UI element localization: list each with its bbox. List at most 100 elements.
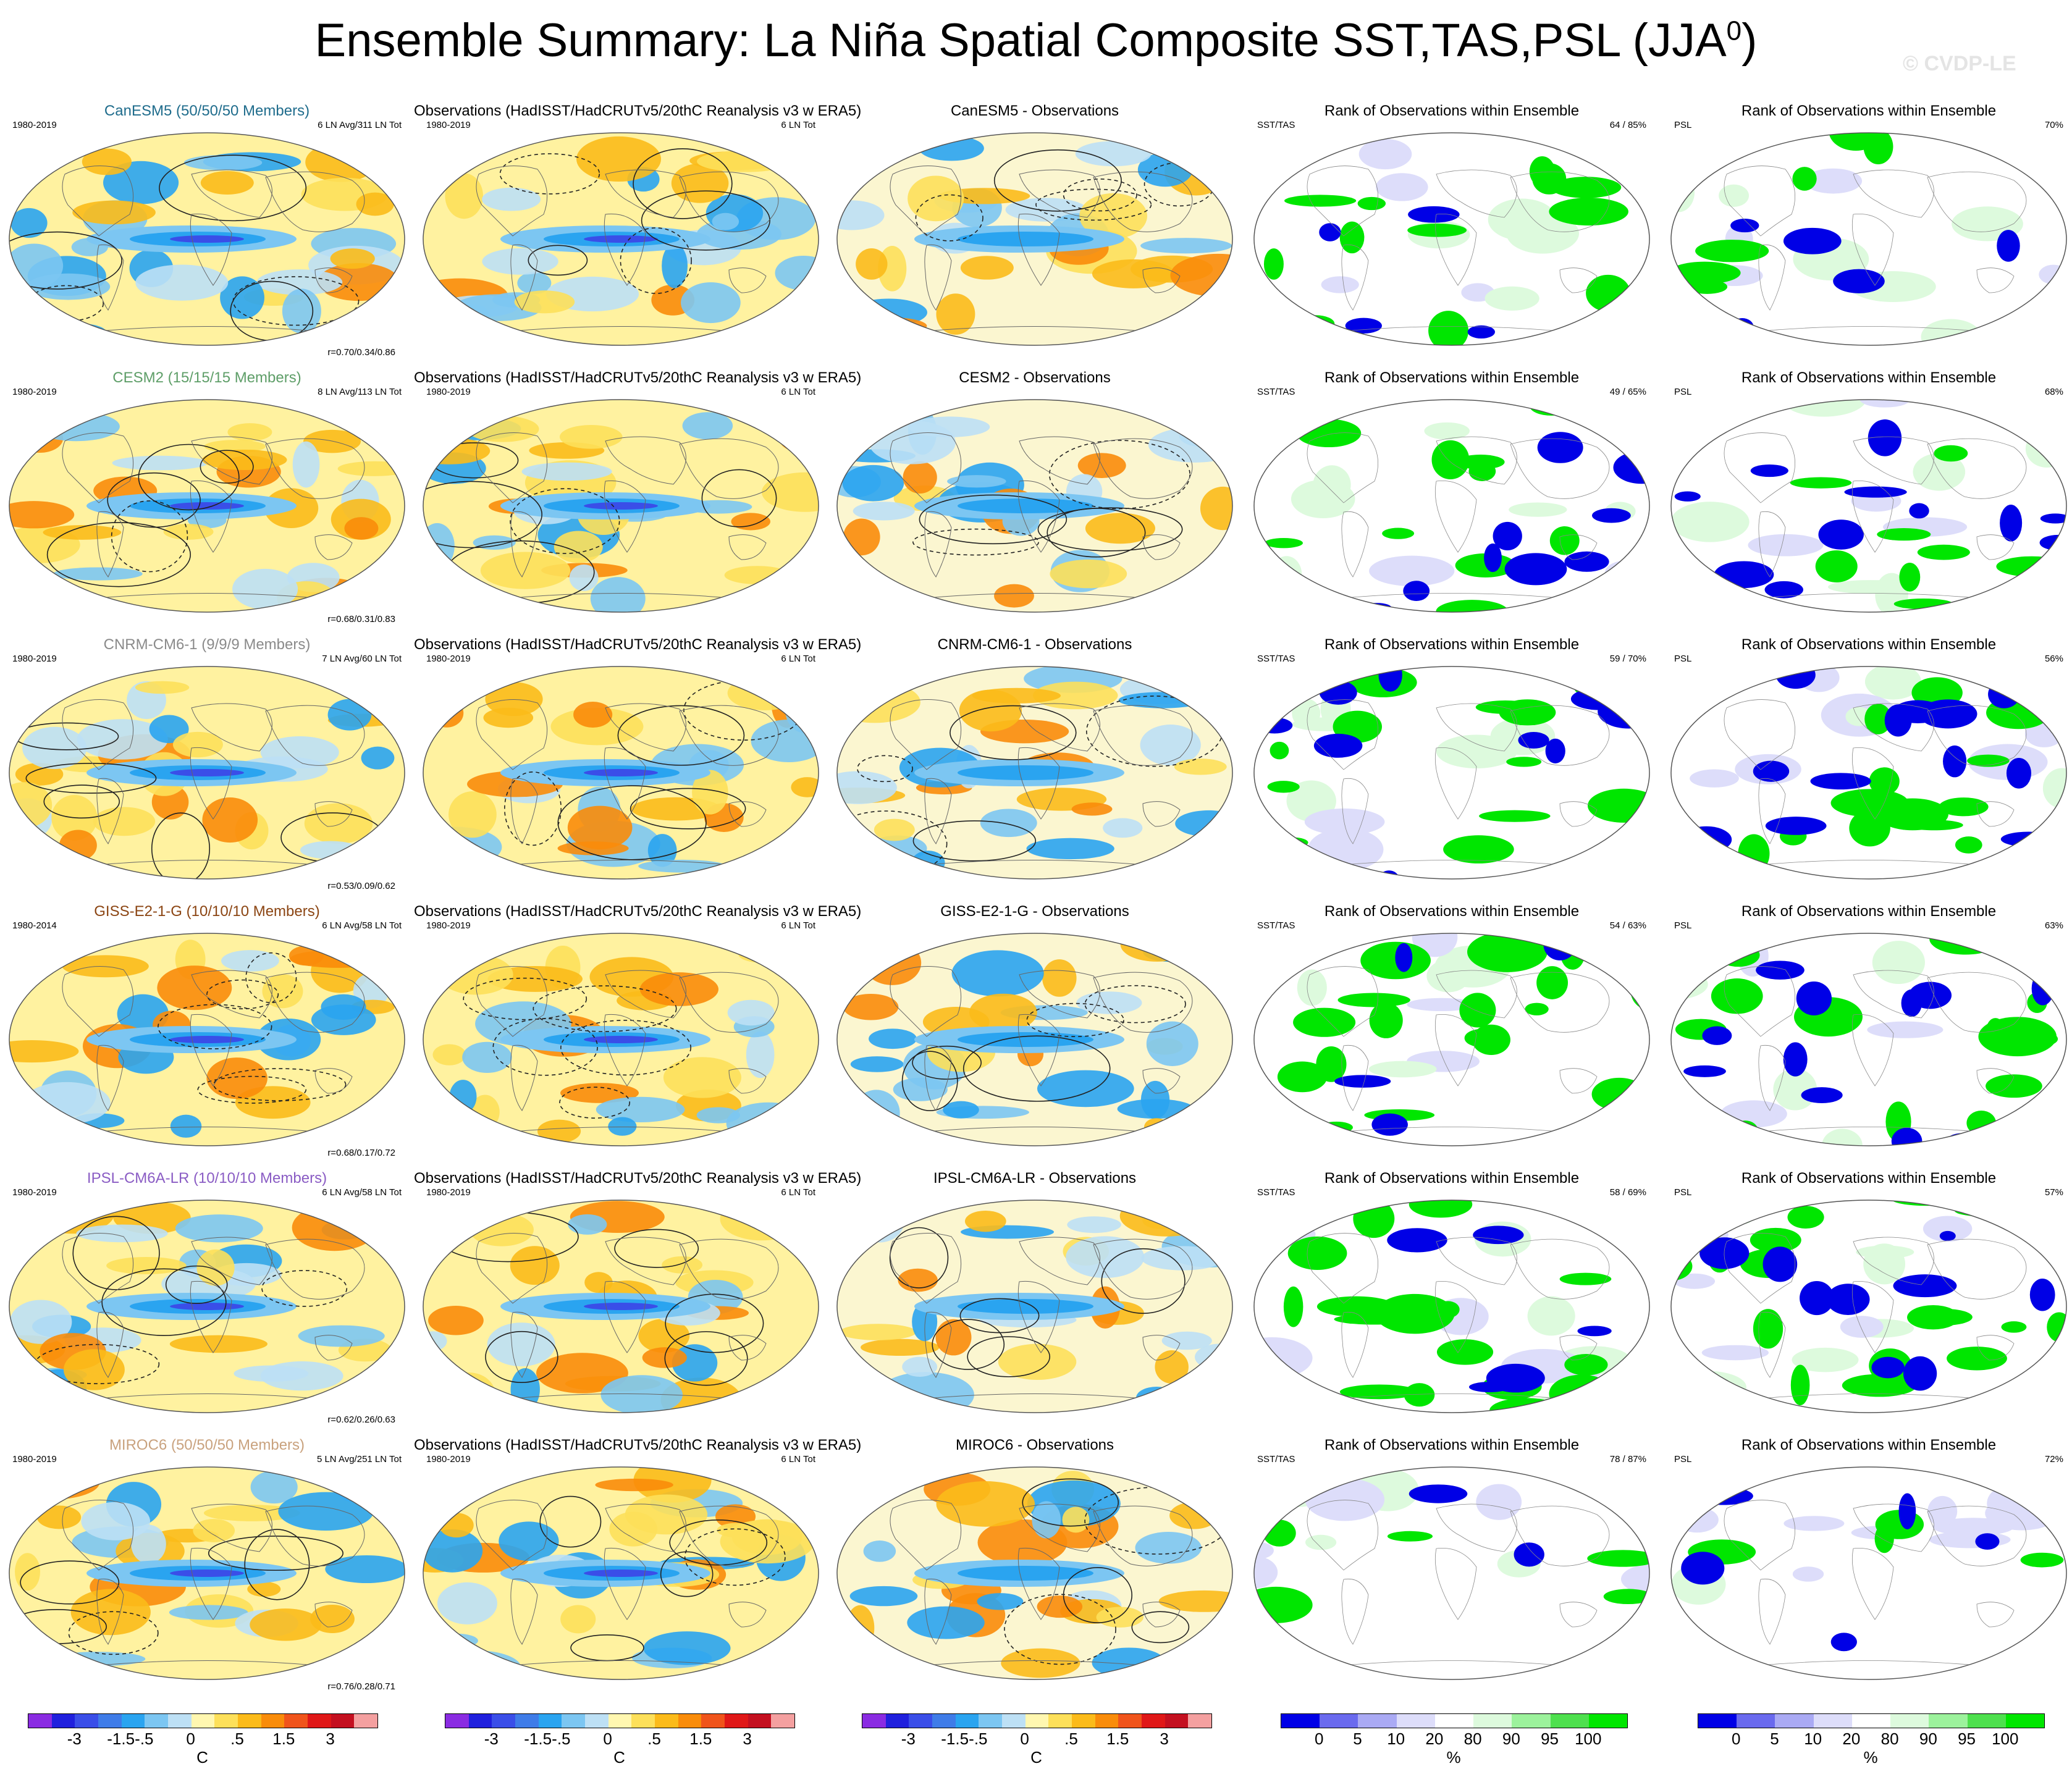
count-label: 6 LN Tot [781,387,815,397]
colorbar-swatch [261,1714,285,1728]
panel-model-2: CESM2 (15/15/15 Members) 1980-2019 8 LN Av… [0,366,414,633]
colorbar-swatch [1512,1714,1551,1728]
diff-title: GISS-E2-1-G - Observations [940,903,1129,920]
colorbar-tick: 95 [1541,1729,1559,1748]
years-label: 1980-2019 [426,1187,471,1198]
watermark: © CVDP-LE [1903,52,2016,75]
colorbar-tick: -.5 [135,1729,154,1748]
colorbar-tick: .5 [230,1729,244,1748]
map-psl-6 [1670,1466,2067,1680]
rank-percent: 56% [2044,654,2063,664]
diff-title: IPSL-CM6A-LR - Observations [933,1170,1137,1187]
rank-title: Rank of Observations within Ensemble [1741,103,1997,119]
colorbar-tick: 3 [1160,1729,1169,1748]
colorbar-tick: 100 [1575,1729,1602,1748]
map-obs-4 [423,933,819,1146]
colorbar-3 [862,1713,1212,1728]
rank-title: Rank of Observations within Ensemble [1741,1170,1997,1187]
colorbar-tick: 80 [1880,1729,1899,1748]
rank-percent: 54 / 63% [1609,920,1646,931]
colorbar-swatch [308,1714,331,1728]
panel-sst-3: Rank of Observations within Ensemble SST/… [1245,633,1659,899]
colorbar-tick: 0 [1731,1729,1741,1748]
colorbar-swatch [1775,1714,1814,1728]
colorbar-swatch [909,1714,933,1728]
colorbar-swatch [331,1714,355,1728]
colorbar-swatch [515,1714,539,1728]
map-diff-1 [836,132,1233,346]
rank-percent: 70% [2044,120,2063,130]
colorbar-tick: 90 [1502,1729,1520,1748]
map-model-2 [9,399,405,613]
panel-obs-3: Observations (HadISST/HadCRUTv5/20thC Re… [414,633,861,899]
colorbar-tick: .5 [647,1729,661,1748]
colorbar-tick: 1.5 [272,1729,295,1748]
model-title: CESM2 (15/15/15 Members) [112,369,301,386]
colorbar-swatch [771,1714,795,1728]
map-psl-5 [1670,1200,2067,1413]
colorbar-swatch [445,1714,469,1728]
rank-percent: 64 / 85% [1609,120,1646,130]
panel-model-3: CNRM-CM6-1 (9/9/9 Members) 1980-2019 7 LN … [0,633,414,899]
rank-title: Rank of Observations within Ensemble [1741,1437,1997,1453]
years-label: 1980-2019 [426,120,471,130]
panel-model-6: MIROC6 (50/50/50 Members) 1980-2019 5 LN A… [0,1433,414,1700]
colorbar-swatch [1396,1714,1435,1728]
map-sst-6 [1253,1466,1650,1680]
colorbar-swatch [51,1714,75,1728]
colorbar-tick: -3 [901,1729,916,1748]
rank-percent: 78 / 87% [1609,1454,1646,1465]
diff-title: CESM2 - Observations [959,369,1111,386]
years-label: 1980-2019 [426,1454,471,1465]
map-sst-4 [1253,933,1650,1146]
map-psl-3 [1670,666,2067,880]
map-psl-2 [1670,399,2067,613]
panel-sst-2: Rank of Observations within Ensemble SST/… [1245,366,1659,633]
colorbar-tick: 3 [743,1729,752,1748]
years-label: 1980-2019 [12,654,57,664]
count-label: 6 LN Tot [781,120,815,130]
rank-title: Rank of Observations within Ensemble [1741,369,1997,386]
colorbar-tick: 5 [1353,1729,1362,1748]
colorbar-tick: 0 [603,1729,612,1748]
colorbar-tick: 20 [1842,1729,1861,1748]
colorbar-swatch [1025,1714,1049,1728]
panel-model-5: IPSL-CM6A-LR (10/10/10 Members) 1980-2019… [0,1166,414,1433]
map-model-1 [9,132,405,346]
map-obs-1 [423,132,819,346]
panel-sst-6: Rank of Observations within Ensemble SST/… [1245,1433,1659,1700]
rank-title: Rank of Observations within Ensemble [1324,369,1580,386]
colorbar-tick: 10 [1387,1729,1405,1748]
pattern-correlation: r=0.53/0.09/0.62 [327,881,395,891]
panel-sst-4: Rank of Observations within Ensemble SST/… [1245,899,1659,1166]
colorbar-tick: -3 [67,1729,82,1748]
diff-title: CanESM5 - Observations [950,103,1119,119]
rank-title: Rank of Observations within Ensemble [1741,903,1997,920]
map-diff-3 [836,666,1233,880]
pattern-correlation: r=0.76/0.28/0.71 [327,1681,395,1692]
map-obs-5 [423,1200,819,1413]
count-label: 6 LN Avg/58 LN Tot [322,920,402,931]
colorbar-swatch [468,1714,492,1728]
colorbar-tick: 0 [1020,1729,1029,1748]
count-label: 8 LN Avg/113 LN Tot [318,387,402,397]
colorbar-swatch [145,1714,169,1728]
rank-percent: 59 / 70% [1609,654,1646,664]
count-label: 6 LN Avg/58 LN Tot [322,1187,402,1198]
panel-model-4: GISS-E2-1-G (10/10/10 Members) 1980-2014 6… [0,899,414,1166]
count-label: 6 LN Tot [781,1454,815,1465]
map-diff-4 [836,933,1233,1146]
colorbar-tick: 80 [1463,1729,1482,1748]
colorbar-unit: % [1446,1748,1461,1767]
colorbar-1 [28,1713,378,1728]
colorbar-swatch [1434,1714,1474,1728]
years-label: 1980-2019 [12,1187,57,1198]
count-label: 6 LN Tot [781,920,815,931]
colorbar-unit: C [613,1748,625,1767]
colorbar-swatch [862,1714,886,1728]
colorbar-tick: -.5 [552,1729,571,1748]
colorbar-swatch [1698,1714,1737,1728]
colorbar-swatch [98,1714,122,1728]
colorbar-swatch [748,1714,772,1728]
colorbar-swatch [1967,1714,2006,1728]
